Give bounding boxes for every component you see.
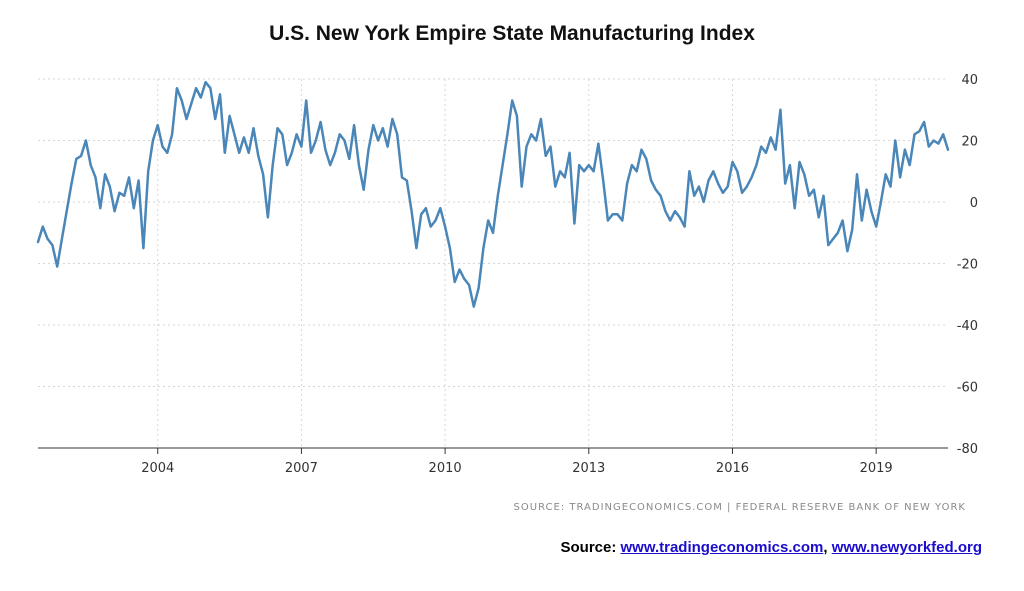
y-tick-label: -80 (957, 442, 978, 457)
x-tick-label: 2007 (285, 461, 318, 476)
x-tick-label: 2019 (860, 461, 893, 476)
y-tick-label: 20 (961, 135, 978, 150)
source-link-tradingeconomics[interactable]: www.tradingeconomics.com (620, 539, 824, 556)
y-tick-label: 0 (970, 196, 978, 211)
x-tick-label: 2004 (141, 461, 174, 476)
y-tick-label: -40 (957, 319, 978, 334)
chart-credit: SOURCE: TRADINGECONOMICS.COM | FEDERAL R… (513, 502, 966, 513)
y-tick-label: 40 (961, 73, 978, 88)
x-tick-label: 2010 (429, 461, 462, 476)
y-tick-label: -60 (957, 381, 978, 396)
x-tick-label: 2016 (716, 461, 749, 476)
chart-title: U.S. New York Empire State Manufacturing… (269, 22, 755, 45)
x-tick-label: 2013 (572, 461, 605, 476)
axis-layer: 40 20 0 -20 -40 -60 -80 2004 2007 2010 2013 2016 201… (38, 73, 978, 476)
source-prefix: Source: (560, 539, 617, 556)
grid-layer (38, 78, 948, 449)
series-line (36, 80, 950, 308)
source-separator: , (823, 539, 828, 556)
source-note: Source: www.tradingeconomics.com, www.ne… (560, 539, 982, 556)
y-tick-label: -20 (957, 258, 978, 273)
series-layer (36, 80, 950, 308)
source-link-newyorkfed[interactable]: www.newyorkfed.org (831, 539, 982, 556)
